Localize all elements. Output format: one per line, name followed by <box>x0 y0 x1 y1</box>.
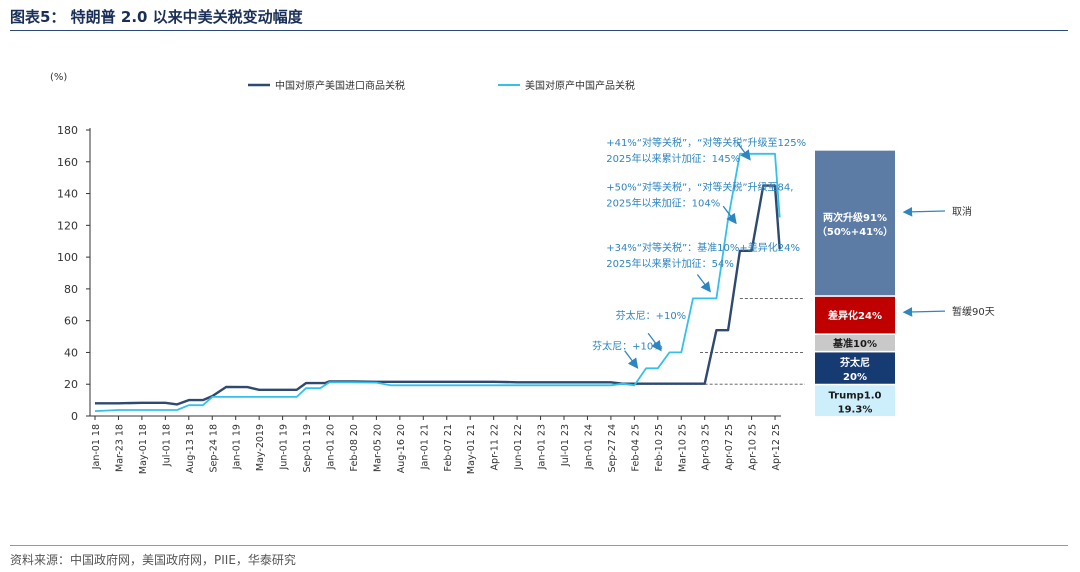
x-tick-label: Jan-01 23 <box>537 424 548 470</box>
stack-segment <box>815 385 895 416</box>
x-tick-label: Jul-01 18 <box>161 424 172 467</box>
x-tick-label: Jan-01 18 <box>91 424 102 470</box>
stack-segment <box>815 150 895 296</box>
source-note: 资料来源：中国政府网，美国政府网，PIIE，华泰研究 <box>10 553 296 567</box>
x-tick-label: Aug-16 20 <box>396 424 407 473</box>
footer-divider <box>10 545 1068 546</box>
annotation-text: 2025年以来加征：104% <box>606 196 720 209</box>
annotation-arrow <box>624 350 639 369</box>
annotation-text: +34%“对等关税”：基准10%+差异化24% <box>606 241 800 254</box>
x-tick-label: Apr-10 25 <box>748 424 759 470</box>
x-tick-label: Jun-01 22 <box>513 424 524 470</box>
title-divider <box>10 30 1068 31</box>
stack-segment-sublabel: 19.3% <box>838 405 873 416</box>
x-tick-label: Sep-24 18 <box>208 424 219 473</box>
annotation-arrow <box>696 274 711 293</box>
x-tick-label: Jun-01 19 <box>279 424 290 470</box>
annotation-text: 芬太尼：+10% <box>592 339 663 352</box>
annotation-arrow <box>722 205 737 225</box>
stack-segment <box>815 296 895 334</box>
side-arrow <box>902 207 946 217</box>
x-tick-label: Sep-27 24 <box>607 424 618 473</box>
reference-lines <box>629 297 805 385</box>
annotations: +41%“对等关税”，“对等关税”升级至125% 2025年以来累计加征：145%… <box>592 136 806 369</box>
x-tick-label: Mar-10 25 <box>677 424 688 472</box>
stack-segment <box>815 352 895 384</box>
legend: 中国对原产美国进口商品关税 美国对原产中国产品关税 <box>248 79 635 92</box>
x-tick-label: Jul-01 23 <box>560 424 571 467</box>
y-tick-label: 180 <box>57 124 78 137</box>
series-lines <box>94 152 781 412</box>
stack-segment-label: 两次升级91% <box>823 211 887 224</box>
stack-segment-label: 基准10% <box>832 337 877 350</box>
x-tick-label: Feb-10 25 <box>654 424 665 471</box>
x-tick-label: Sep-01 19 <box>302 424 313 473</box>
stacked-bar: Trump1.0 19.3% 芬太尼 20% 基准10% 差异化24% 两次升级91%（50… <box>815 150 995 416</box>
x-tick-label: Feb-08 20 <box>349 424 360 471</box>
axes: 0 20 40 60 80 100 120 140 160 180 Jan-01 18 Mar-23 … <box>57 124 782 474</box>
y-tick-label: 160 <box>57 156 78 169</box>
x-tick-label: Jan-01 24 <box>583 424 594 470</box>
x-tick-label: Apr-12 25 <box>771 424 782 470</box>
stack-segment-sublabel: （50%+41%） <box>817 225 893 238</box>
stack-segment-label: Trump1.0 <box>828 391 881 402</box>
legend-label-us: 美国对原产中国产品关税 <box>525 79 635 92</box>
x-tick-label: Apr-03 25 <box>701 424 712 470</box>
annotation-arrow <box>647 332 662 352</box>
stack-segment-sublabel: 20% <box>843 372 867 383</box>
stack-segment <box>815 334 895 351</box>
y-tick-label: 100 <box>57 251 78 264</box>
annotation-text: +41%“对等关税”，“对等关税”升级至125% <box>606 136 806 149</box>
x-tick-label: Jan-01 19 <box>232 424 243 470</box>
x-tick-label: Mar-23 18 <box>114 424 125 472</box>
x-tick-label: Jan-01 20 <box>326 424 337 470</box>
x-tick-label: May-01 21 <box>466 424 477 474</box>
figure-title: 图表5： 特朗普 2.0 以来中美关税变动幅度 <box>10 8 303 26</box>
y-tick-label: 80 <box>64 283 78 296</box>
series-line-us <box>94 152 781 412</box>
series-line-china <box>95 184 781 406</box>
side-label: 取消 <box>952 205 972 218</box>
annotation-text: 芬太尼：+10% <box>616 309 687 322</box>
annotation-text: +50%“对等关税”，“对等关税”升级至84, <box>606 180 793 193</box>
y-tick-label: 60 <box>64 315 78 328</box>
x-tick-label: Mar-05 20 <box>372 424 383 472</box>
y-tick-label: 40 <box>64 346 78 359</box>
x-tick-label: May-01 18 <box>138 424 149 474</box>
y-unit-label: (%) <box>50 72 67 83</box>
x-tick-label: Apr-11 22 <box>490 424 501 470</box>
x-tick-label: Aug-13 18 <box>185 424 196 473</box>
annotation-text: 2025年以来累计加征：145% <box>606 152 740 165</box>
y-tick-label: 0 <box>71 410 78 423</box>
stack-segment-label: 芬太尼 <box>839 356 870 369</box>
side-label: 暂缓90天 <box>952 305 995 318</box>
x-tick-label: Apr-07 25 <box>724 424 735 470</box>
x-tick-label: Jan-01 21 <box>419 424 430 470</box>
y-tick-label: 140 <box>57 188 78 201</box>
legend-label-china: 中国对原产美国进口商品关税 <box>275 79 405 92</box>
x-tick-label: Feb-07 21 <box>443 424 454 471</box>
x-tick-label: Feb-04 25 <box>630 424 641 471</box>
x-tick-label: May-2019 <box>255 424 266 471</box>
annotation-arrow <box>736 142 751 161</box>
y-tick-label: 120 <box>57 219 78 232</box>
annotation-text: 2025年以来累计加征：54% <box>606 257 734 270</box>
side-arrow <box>902 307 946 317</box>
stack-segment-label: 差异化24% <box>828 309 882 322</box>
y-tick-label: 20 <box>64 378 78 391</box>
